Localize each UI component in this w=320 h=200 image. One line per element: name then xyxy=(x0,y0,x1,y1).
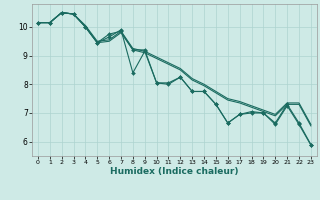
X-axis label: Humidex (Indice chaleur): Humidex (Indice chaleur) xyxy=(110,167,239,176)
